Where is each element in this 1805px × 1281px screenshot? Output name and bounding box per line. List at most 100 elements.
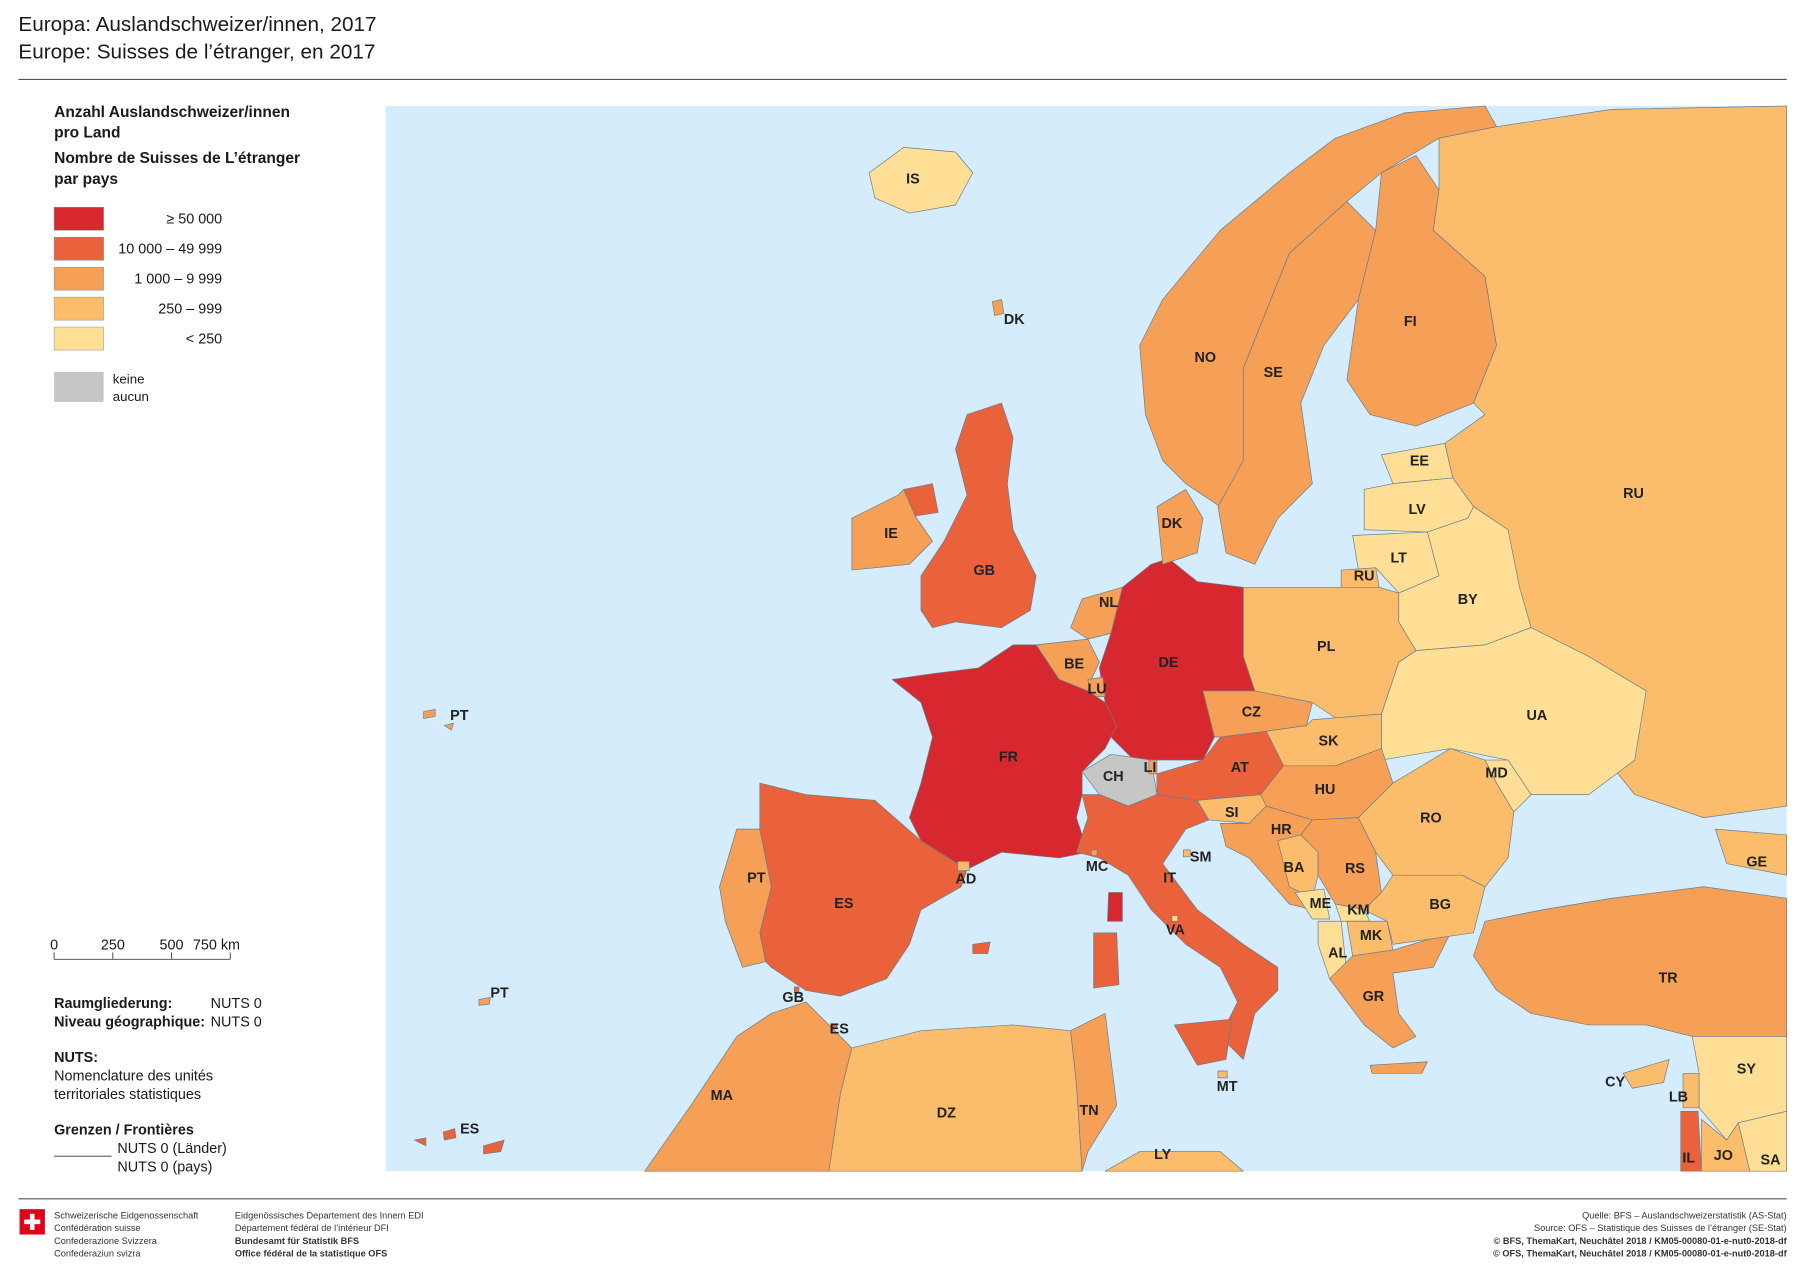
country-label: SE	[1264, 365, 1284, 381]
legend-swatch	[53, 326, 104, 351]
country-label: GB	[782, 990, 804, 1006]
country-label: HU	[1315, 782, 1336, 798]
footer-text: Eidgenössisches Departement des Innern E…	[235, 1211, 424, 1221]
country-label: PL	[1317, 639, 1336, 655]
country-label: MA	[711, 1088, 733, 1104]
country	[1070, 586, 1123, 640]
country-label: LY	[1154, 1147, 1171, 1163]
country	[920, 402, 1037, 628]
country-label: IS	[906, 171, 920, 187]
legend-swatch	[53, 266, 104, 291]
country-label: MT	[1217, 1079, 1238, 1095]
legend-title: Nombre de Suisses de L’étranger	[54, 150, 300, 167]
country-label: KM	[1347, 903, 1369, 919]
note-value: NUTS 0	[211, 1014, 262, 1030]
country-label: MD	[1485, 766, 1507, 782]
country-label: PT	[490, 986, 509, 1002]
note-line: Nomenclature des unités	[54, 1069, 213, 1085]
country-label: SM	[1190, 850, 1212, 866]
footer-text: Schweizerische Eidgenossenschaft	[54, 1211, 199, 1221]
footer-text: Confederaziun svizra	[54, 1249, 141, 1259]
legend-title: pro Land	[54, 125, 120, 142]
footer-text: Département fédéral de l’intérieur DFI	[235, 1223, 389, 1233]
legend-label: ≥ 50 000	[166, 212, 222, 228]
country	[1381, 627, 1647, 795]
country	[1156, 489, 1204, 565]
scale-label: 500	[160, 937, 184, 953]
country-label: JO	[1714, 1148, 1733, 1164]
legend-label: < 250	[186, 332, 222, 348]
country-label: NL	[1099, 595, 1118, 611]
legend-swatch	[53, 207, 104, 231]
country	[1714, 828, 1788, 876]
country	[957, 861, 970, 871]
scale-label: 0	[50, 937, 58, 953]
country	[1217, 1070, 1228, 1079]
country-label: IE	[884, 526, 898, 542]
country-label: MC	[1086, 859, 1108, 875]
country-label: AD	[955, 872, 976, 888]
footer-text: Confédération suisse	[54, 1223, 140, 1233]
country	[442, 1128, 457, 1141]
footer-text: © OFS, ThemaKart, Neuchâtel 2018 / KM05-…	[1493, 1249, 1788, 1259]
legend-swatch	[53, 236, 104, 261]
country-label: LI	[1144, 760, 1157, 776]
legend-label: keine	[113, 372, 145, 387]
note-key: Niveau géographique:	[54, 1014, 205, 1030]
title-de: Europa: Auslandschweizer/innen, 2017	[18, 13, 376, 36]
legend-label: aucun	[113, 389, 149, 404]
country-label: EE	[1410, 454, 1430, 470]
country-label: HR	[1271, 822, 1292, 838]
country-label: FR	[999, 750, 1019, 766]
country	[1090, 849, 1098, 856]
country-label: AT	[1231, 760, 1249, 776]
country-label: ES	[830, 1021, 850, 1037]
country-label: CH	[1103, 769, 1124, 785]
country	[991, 299, 1005, 316]
layout: Europa: Auslandschweizer/innen, 2017 Eur…	[18, 13, 1788, 1259]
country-label: LV	[1408, 502, 1426, 518]
country	[868, 147, 974, 214]
legend-label: 10 000 – 49 999	[118, 242, 222, 258]
note-line: NUTS 0 (Länder)	[117, 1141, 226, 1157]
country	[972, 941, 991, 954]
country	[1183, 849, 1191, 858]
country-label: LB	[1669, 1089, 1688, 1105]
country-label: BA	[1284, 860, 1305, 876]
country-label: RU	[1354, 569, 1375, 585]
country	[793, 986, 800, 994]
country-label: ES	[460, 1122, 480, 1138]
country-label: SY	[1737, 1062, 1757, 1078]
footer-text: Quelle: BFS – Auslandschweizerstatistik …	[1582, 1211, 1787, 1221]
country-label: RO	[1420, 811, 1442, 827]
country-label: VA	[1166, 922, 1185, 938]
country-label: BE	[1064, 656, 1084, 672]
country-label: BY	[1458, 592, 1478, 608]
country-label: CZ	[1242, 705, 1261, 721]
country-label: RU	[1623, 486, 1644, 502]
country	[830, 1023, 838, 1029]
country	[719, 828, 772, 968]
footer-text: Office fédéral de la statistique OFS	[235, 1249, 387, 1259]
legend-label: 250 – 999	[158, 302, 222, 318]
country	[828, 1024, 1083, 1172]
country	[1737, 1110, 1788, 1172]
legend-swatch	[53, 296, 104, 321]
country	[1087, 676, 1106, 698]
country	[1329, 932, 1451, 1049]
note-value: NUTS 0	[211, 996, 262, 1012]
country-label: GB	[973, 563, 995, 579]
country	[1217, 201, 1377, 565]
country	[1107, 892, 1123, 922]
country	[1171, 915, 1179, 922]
title-fr: Europe: Suisses de l’étranger, en 2017	[18, 40, 375, 63]
country-label: IL	[1682, 1150, 1695, 1166]
country	[1076, 794, 1279, 1060]
country	[483, 1139, 505, 1155]
country-label: SK	[1318, 733, 1339, 749]
legend-title: par pays	[54, 171, 118, 188]
country-label: UA	[1526, 708, 1547, 724]
country	[1358, 748, 1515, 888]
country-label: DK	[1004, 312, 1025, 328]
